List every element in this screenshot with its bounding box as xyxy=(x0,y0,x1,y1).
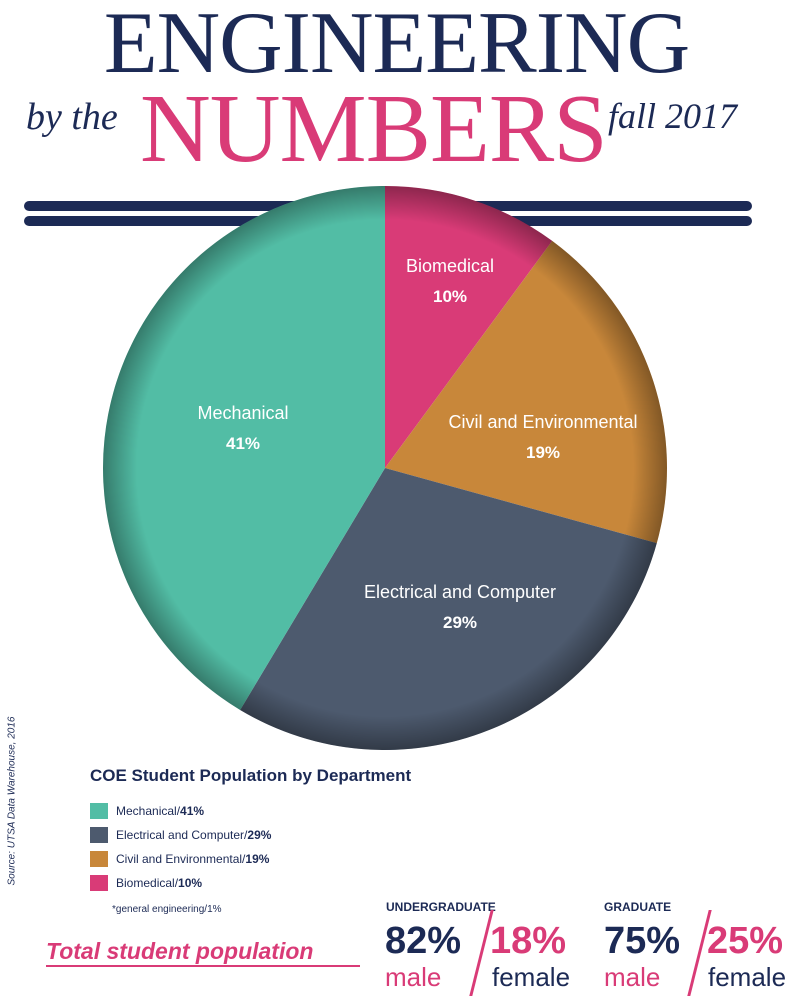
numbers-title: NUMBERS xyxy=(140,75,608,183)
source-note: Source: UTSA Data Warehouse, 2016 xyxy=(6,716,18,886)
graduate-male-pct: 75% xyxy=(604,920,681,962)
slice-label: Civil and Environmental xyxy=(448,412,637,432)
legend-label-civil: Civil and Environmental/19% xyxy=(116,852,270,866)
slice-label: Biomedical xyxy=(406,256,494,276)
legend-item-civil: Civil and Environmental/19% xyxy=(90,850,269,868)
undergraduate-female-label: female xyxy=(492,962,571,992)
undergraduate-male-pct: 82% xyxy=(385,920,462,962)
legend-swatch-biomedical xyxy=(90,875,108,891)
legend-swatch-electrical xyxy=(90,827,108,843)
total-population-underline xyxy=(46,965,360,967)
legend-item-mechanical: Mechanical/41% xyxy=(90,802,204,820)
legend-label-biomedical: Biomedical/10% xyxy=(116,876,203,890)
by-the-text: by the xyxy=(26,96,118,138)
legend-label-electrical: Electrical and Computer/29% xyxy=(116,828,272,842)
slice-value-label: 10% xyxy=(433,287,467,306)
legend-title: COE Student Population by Department xyxy=(90,766,412,785)
term-label: fall 2017 xyxy=(608,96,738,136)
page-title: ENGINEERING xyxy=(103,0,690,92)
legend-label-mechanical: Mechanical/41% xyxy=(116,804,205,818)
legend-item-electrical: Electrical and Computer/29% xyxy=(90,826,271,844)
undergraduate-heading: UNDERGRADUATE xyxy=(386,900,496,914)
slice-label: Mechanical xyxy=(197,403,288,423)
slice-value-label: 19% xyxy=(526,443,560,462)
undergraduate-female-pct: 18% xyxy=(490,920,567,962)
legend-note: *general engineering/1% xyxy=(112,904,222,915)
legend-swatch-mechanical xyxy=(90,803,108,819)
total-population-label: Total student population xyxy=(46,938,314,964)
graduate-female-label: female xyxy=(708,962,787,992)
undergraduate-male-label: male xyxy=(385,962,442,992)
slice-value-label: 41% xyxy=(226,434,260,453)
slice-label: Electrical and Computer xyxy=(364,582,556,602)
graduate-female-pct: 25% xyxy=(707,920,784,962)
legend-item-biomedical: Biomedical/10% xyxy=(90,874,202,892)
legend-swatch-civil xyxy=(90,851,108,867)
slice-value-label: 29% xyxy=(443,613,477,632)
graduate-male-label: male xyxy=(604,962,661,992)
graduate-heading: GRADUATE xyxy=(604,900,672,914)
